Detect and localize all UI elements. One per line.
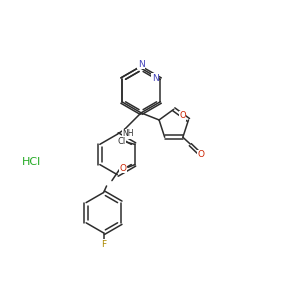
Text: N: N [152, 74, 158, 83]
Text: O: O [197, 150, 204, 159]
Text: HCl: HCl [22, 157, 41, 167]
Text: O: O [179, 111, 186, 120]
Text: O: O [119, 164, 126, 172]
Text: Cl: Cl [117, 137, 126, 146]
Text: N: N [138, 60, 145, 69]
Text: F: F [101, 240, 106, 249]
Text: NH: NH [122, 129, 134, 138]
